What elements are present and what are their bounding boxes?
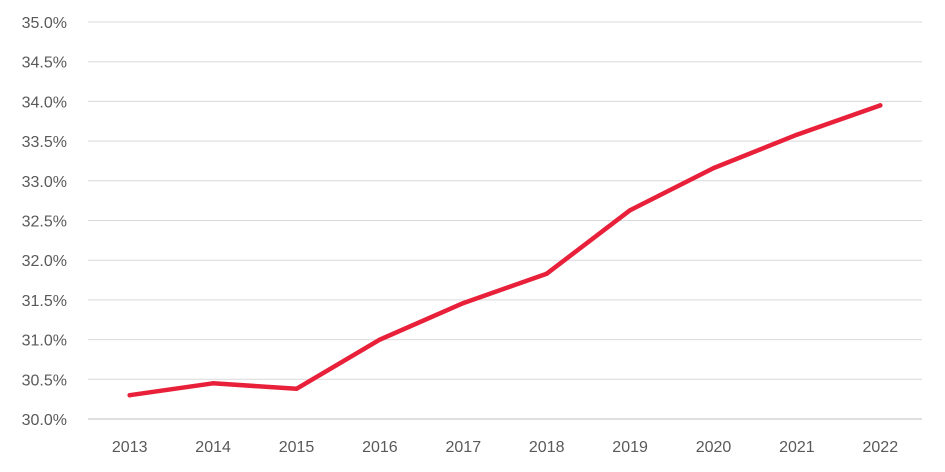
data-point: [544, 271, 549, 276]
x-tick-label: 2016: [362, 439, 398, 456]
x-tick-label: 2021: [779, 439, 815, 456]
grid-lines: [88, 21, 922, 420]
data-point: [627, 207, 633, 213]
series-line: [127, 103, 883, 398]
data-point: [461, 300, 466, 306]
data-point: [210, 381, 216, 386]
y-axis: 30.0% 30.5% 31.0% 31.5% 32.0% 32.5% 33.0% 33.5%…: [22, 15, 67, 429]
data-point: [878, 103, 883, 108]
x-tick-label: 2022: [863, 439, 899, 456]
y-tick-label: 30.5%: [22, 372, 67, 389]
x-tick-label: 2020: [696, 439, 732, 456]
data-point: [127, 392, 132, 398]
data-point: [711, 165, 716, 171]
x-tick-label: 2015: [279, 439, 315, 456]
series-group: [127, 103, 883, 398]
y-tick-label: 33.0%: [22, 174, 67, 191]
data-point: [377, 337, 383, 342]
y-tick-label: 31.0%: [22, 333, 67, 350]
y-tick-label: 32.5%: [22, 214, 67, 231]
y-tick-label: 33.5%: [22, 134, 67, 151]
y-tick-label: 35.0%: [22, 15, 67, 32]
x-tick-label: 2017: [446, 439, 482, 456]
x-axis: 2013 2014 2015 2016 2017 2018 2019 2020 2021 2022: [112, 439, 898, 456]
y-tick-label: 32.0%: [22, 253, 67, 270]
y-tick-label: 30.0%: [22, 412, 67, 429]
data-point: [294, 386, 299, 392]
y-tick-label: 31.5%: [22, 293, 67, 310]
y-tick-label: 34.5%: [22, 55, 67, 72]
x-tick-label: 2019: [612, 439, 648, 456]
y-tick-label: 34.0%: [22, 94, 67, 111]
x-tick-label: 2014: [195, 439, 231, 456]
x-tick-label: 2018: [529, 439, 565, 456]
x-tick-label: 2013: [112, 439, 148, 456]
data-point: [794, 132, 800, 137]
